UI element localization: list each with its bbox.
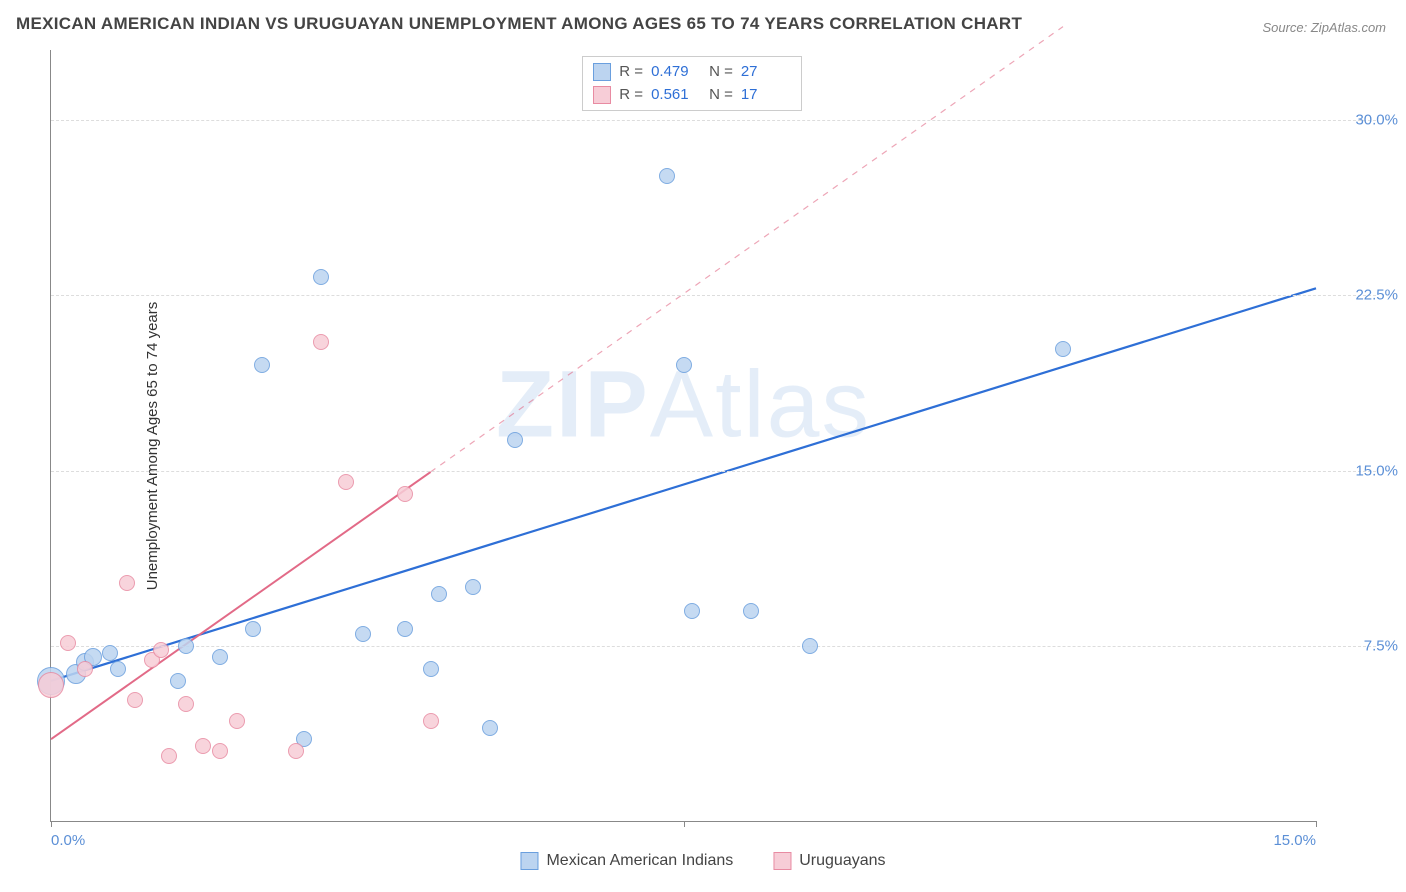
x-tick — [684, 821, 685, 827]
legend-item-1: Mexican American Indians — [520, 852, 733, 870]
source-attribution: Source: ZipAtlas.com — [1262, 20, 1386, 35]
n-label-2: N = — [709, 84, 733, 107]
data-point-series-2 — [288, 743, 304, 759]
data-point-series-1 — [684, 603, 700, 619]
data-point-series-2 — [161, 748, 177, 764]
swatch-series-2 — [593, 86, 611, 104]
data-point-series-1 — [212, 649, 228, 665]
data-point-series-2 — [127, 692, 143, 708]
data-point-series-2 — [313, 334, 329, 350]
legend-item-2: Uruguayans — [773, 852, 885, 870]
data-point-series-2 — [178, 696, 194, 712]
data-point-series-1 — [102, 645, 118, 661]
r-value-1: 0.479 — [651, 61, 701, 84]
data-point-series-1 — [110, 661, 126, 677]
n-value-1: 27 — [741, 61, 791, 84]
data-point-series-1 — [313, 269, 329, 285]
n-label-1: N = — [709, 61, 733, 84]
gridline — [51, 646, 1376, 647]
data-point-series-1 — [676, 357, 692, 373]
x-tick-label: 0.0% — [51, 832, 85, 849]
data-point-series-2 — [229, 713, 245, 729]
y-tick-label: 7.5% — [1364, 637, 1398, 654]
data-point-series-2 — [38, 672, 64, 698]
gridline — [51, 471, 1376, 472]
data-point-series-2 — [60, 635, 76, 651]
x-tick — [51, 821, 52, 827]
stats-row-series-1: R = 0.479 N = 27 — [593, 61, 791, 84]
data-point-series-1 — [423, 661, 439, 677]
data-point-series-1 — [802, 638, 818, 654]
data-point-series-1 — [507, 432, 523, 448]
gridline — [51, 120, 1376, 121]
data-point-series-2 — [153, 642, 169, 658]
legend-label-1: Mexican American Indians — [546, 852, 733, 870]
r-label-1: R = — [619, 61, 643, 84]
data-point-series-2 — [212, 743, 228, 759]
r-value-2: 0.561 — [651, 84, 701, 107]
chart-title: MEXICAN AMERICAN INDIAN VS URUGUAYAN UNE… — [16, 14, 1022, 34]
y-tick-label: 22.5% — [1355, 287, 1398, 304]
trend-lines — [51, 50, 1316, 821]
data-point-series-1 — [431, 586, 447, 602]
correlation-stats-box: R = 0.479 N = 27 R = 0.561 N = 17 — [582, 56, 802, 111]
data-point-series-2 — [397, 486, 413, 502]
x-tick-label: 15.0% — [1273, 832, 1316, 849]
data-point-series-1 — [254, 357, 270, 373]
legend-swatch-1 — [520, 852, 538, 870]
gridline — [51, 295, 1376, 296]
data-point-series-1 — [178, 638, 194, 654]
data-point-series-2 — [195, 738, 211, 754]
data-point-series-1 — [465, 579, 481, 595]
data-point-series-2 — [77, 661, 93, 677]
data-point-series-1 — [355, 626, 371, 642]
data-point-series-2 — [119, 575, 135, 591]
data-point-series-1 — [482, 720, 498, 736]
data-point-series-2 — [338, 474, 354, 490]
data-point-series-1 — [659, 168, 675, 184]
y-tick-label: 30.0% — [1355, 112, 1398, 129]
data-point-series-1 — [1055, 341, 1071, 357]
swatch-series-1 — [593, 63, 611, 81]
legend-swatch-2 — [773, 852, 791, 870]
n-value-2: 17 — [741, 84, 791, 107]
stats-row-series-2: R = 0.561 N = 17 — [593, 84, 791, 107]
r-label-2: R = — [619, 84, 643, 107]
data-point-series-1 — [170, 673, 186, 689]
data-point-series-1 — [743, 603, 759, 619]
legend: Mexican American Indians Uruguayans — [520, 852, 885, 870]
data-point-series-1 — [397, 621, 413, 637]
legend-label-2: Uruguayans — [799, 852, 885, 870]
x-tick — [1316, 821, 1317, 827]
plot-area: ZIPAtlas R = 0.479 N = 27 R = 0.561 N = … — [50, 50, 1316, 822]
data-point-series-1 — [245, 621, 261, 637]
y-tick-label: 15.0% — [1355, 462, 1398, 479]
data-point-series-2 — [423, 713, 439, 729]
